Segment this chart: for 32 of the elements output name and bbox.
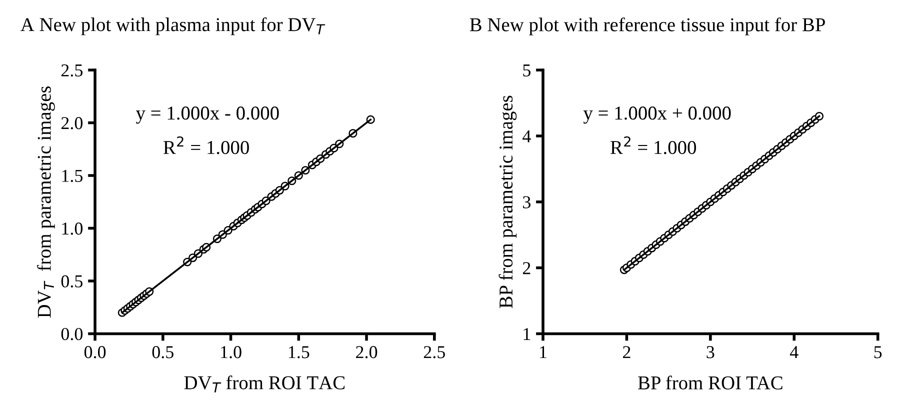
y-tick-label: 3	[523, 196, 530, 208]
y-tick-label: 5	[523, 64, 530, 76]
y-tick-label: 4	[522, 130, 531, 142]
y-tick-label: 0.0	[61, 328, 83, 340]
y-tick-label: 2	[522, 262, 530, 274]
x-tick-label: 3	[706, 346, 714, 358]
x-tick-label: 0.0	[84, 346, 106, 358]
y-tick-label: 0.5	[61, 275, 83, 288]
x-axis-title: DV$_{T}$ from ROI TAC	[184, 375, 345, 392]
x-tick-label: 1	[540, 346, 546, 358]
y-tick-label: 2.5	[61, 64, 83, 77]
x-tick-label: 2.5	[424, 346, 445, 358]
x-axis-title: BP from ROI TAC	[638, 376, 782, 390]
y-tick-label: 1	[524, 328, 530, 340]
y-tick-label: 1.0	[62, 222, 83, 235]
x-tick-label: 1.5	[288, 346, 310, 358]
y-axis-title: BP from parametric images	[498, 96, 517, 308]
annotation: y = 1.000x - 0.000	[136, 106, 279, 124]
x-tick-label: 0.5	[152, 346, 174, 358]
annotation: y = 1.000x + 0.000	[583, 106, 731, 124]
x-tick-label: 1.0	[221, 346, 242, 358]
x-tick-label: 2.0	[356, 346, 378, 358]
y-tick-label: 1.5	[62, 170, 83, 182]
y-tick-label: 2.0	[61, 117, 83, 130]
annotation: R$^{2}$ = 1.000	[610, 136, 696, 154]
x-tick-label: 4	[790, 346, 798, 358]
annotation: R$^{2}$ = 1.000	[163, 136, 249, 154]
x-tick-label: 5	[874, 346, 882, 358]
x-tick-label: 2	[622, 346, 630, 358]
chart-title: B New plot with reference tissue input for BP	[470, 17, 825, 36]
y-axis-title: DV$_{T}$ from parametric images	[37, 86, 55, 318]
chart-title: A New plot with plasma input for DV$_{T}$	[20, 17, 326, 36]
